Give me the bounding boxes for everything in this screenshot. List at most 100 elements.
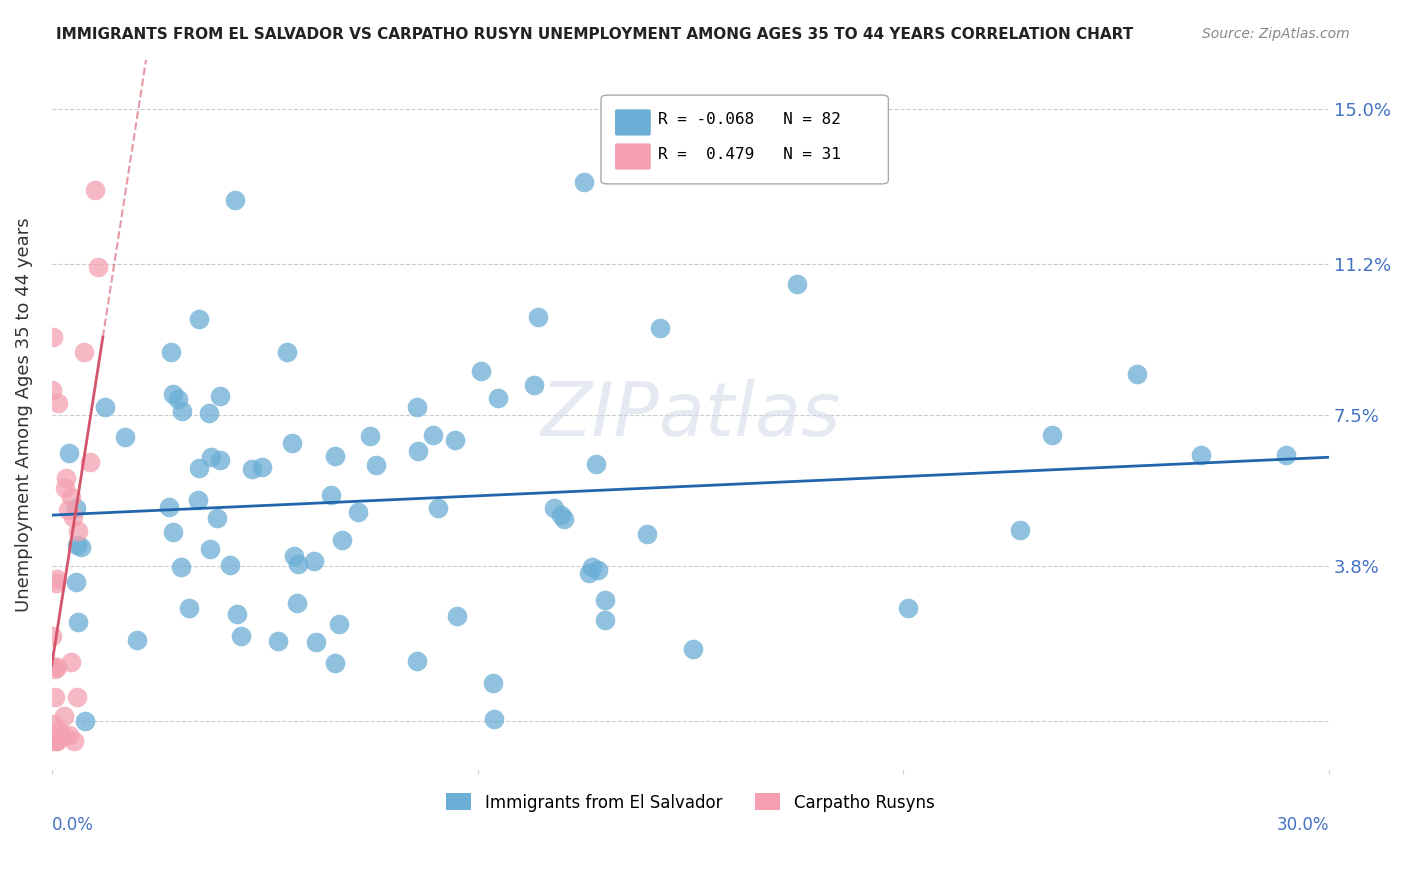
Point	[347, 505, 370, 519]
Point	[209, 453, 232, 467]
Point	[287, 558, 309, 572]
Point	[406, 655, 429, 669]
Point	[162, 387, 184, 401]
Point	[65, 690, 87, 704]
Point	[79, 455, 101, 469]
Point	[225, 607, 247, 621]
Point	[648, 320, 671, 334]
Point	[323, 449, 346, 463]
Point	[162, 524, 184, 539]
Point	[682, 641, 704, 656]
Point	[250, 459, 273, 474]
Point	[1008, 524, 1031, 538]
Point	[167, 392, 190, 406]
Text: Source: ZipAtlas.com: Source: ZipAtlas.com	[1202, 27, 1350, 41]
Point	[266, 633, 288, 648]
FancyBboxPatch shape	[614, 144, 651, 169]
Point	[786, 277, 808, 291]
Point	[41, 629, 63, 643]
Point	[586, 563, 609, 577]
FancyBboxPatch shape	[614, 110, 651, 136]
Point	[481, 676, 503, 690]
Point	[319, 488, 342, 502]
Point	[470, 364, 492, 378]
Text: 30.0%: 30.0%	[1277, 816, 1329, 834]
Point	[526, 310, 548, 324]
Point	[581, 559, 603, 574]
Point	[276, 344, 298, 359]
Point	[46, 573, 69, 587]
Text: ZIPatlas: ZIPatlas	[540, 379, 841, 450]
Point	[593, 613, 616, 627]
Point	[41, 329, 63, 343]
Point	[281, 436, 304, 450]
Point	[86, 260, 108, 275]
Text: R = -0.068   N = 82: R = -0.068 N = 82	[658, 112, 841, 128]
Point	[218, 558, 240, 573]
Point	[328, 616, 350, 631]
Point	[63, 734, 86, 748]
Text: IMMIGRANTS FROM EL SALVADOR VS CARPATHO RUSYN UNEMPLOYMENT AMONG AGES 35 TO 44 Y: IMMIGRANTS FROM EL SALVADOR VS CARPATHO …	[56, 27, 1133, 42]
Text: 0.0%: 0.0%	[52, 816, 94, 834]
Point	[305, 635, 328, 649]
Point	[323, 657, 346, 671]
Point	[177, 601, 200, 615]
Point	[188, 311, 211, 326]
Point	[523, 378, 546, 392]
Point	[593, 593, 616, 607]
Legend: Immigrants from El Salvador, Carpatho Rusyns: Immigrants from El Salvador, Carpatho Ru…	[440, 787, 941, 818]
Y-axis label: Unemployment Among Ages 35 to 44 years: Unemployment Among Ages 35 to 44 years	[15, 218, 32, 612]
Point	[66, 538, 89, 552]
Point	[543, 501, 565, 516]
Point	[550, 508, 572, 522]
Point	[205, 510, 228, 524]
Point	[240, 462, 263, 476]
Point	[553, 512, 575, 526]
Point	[48, 723, 70, 738]
Point	[169, 560, 191, 574]
Point	[1126, 367, 1149, 381]
Point	[59, 655, 82, 669]
Point	[44, 690, 66, 705]
Point	[1040, 428, 1063, 442]
Point	[1189, 449, 1212, 463]
Point	[41, 384, 63, 398]
Point	[200, 450, 222, 464]
Point	[443, 433, 465, 447]
Point	[75, 714, 97, 728]
Point	[46, 659, 69, 673]
Point	[224, 193, 246, 207]
Point	[55, 471, 77, 485]
Point	[65, 500, 87, 515]
Point	[157, 500, 180, 514]
Point	[302, 554, 325, 568]
Point	[209, 388, 232, 402]
Point	[406, 444, 429, 458]
Point	[636, 526, 658, 541]
Point	[44, 575, 66, 590]
Point	[45, 734, 67, 748]
Point	[578, 566, 600, 581]
Point	[44, 662, 66, 676]
Point	[58, 446, 80, 460]
Point	[58, 728, 80, 742]
Point	[1275, 449, 1298, 463]
FancyBboxPatch shape	[600, 95, 889, 184]
Point	[572, 175, 595, 189]
Point	[897, 601, 920, 615]
Point	[187, 460, 209, 475]
Point	[41, 659, 63, 673]
Point	[187, 493, 209, 508]
Point	[114, 430, 136, 444]
Text: R =  0.479   N = 31: R = 0.479 N = 31	[658, 146, 841, 161]
Point	[285, 596, 308, 610]
Point	[45, 734, 67, 748]
Point	[200, 541, 222, 556]
Point	[56, 502, 79, 516]
Point	[283, 549, 305, 564]
Point	[73, 344, 96, 359]
Point	[229, 629, 252, 643]
Point	[405, 401, 427, 415]
Point	[446, 608, 468, 623]
Point	[46, 396, 69, 410]
